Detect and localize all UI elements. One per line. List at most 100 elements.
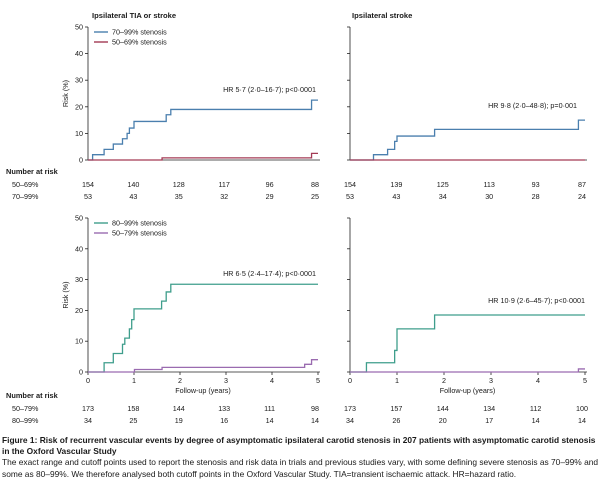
panel-4-x-label: Follow-up (years) bbox=[440, 386, 496, 395]
panel-2-risk-value: 34 bbox=[439, 192, 447, 201]
panel-3-risk-value: 158 bbox=[127, 404, 139, 413]
panel-1-legend-label-2: 50–69% stenosis bbox=[112, 38, 167, 47]
panel-3-risk-value: 144 bbox=[173, 404, 185, 413]
panel-4-risk-value: 14 bbox=[578, 416, 586, 425]
panel-2-title: Ipsilateral stroke bbox=[352, 11, 412, 20]
caption-title: Figure 1: Risk of recurrent vascular eve… bbox=[2, 435, 596, 457]
panel-4-risk-value: 34 bbox=[346, 416, 354, 425]
panel-3-risk-value: 19 bbox=[175, 416, 183, 425]
panel-3-legend-label-2: 50–79% stenosis bbox=[112, 229, 167, 238]
panel-4-x-tick-label: 3 bbox=[489, 376, 493, 385]
panel-3-y-tick-label: 0 bbox=[79, 368, 83, 377]
panel-1-risk-value: 96 bbox=[266, 180, 274, 189]
panel-3-risk-value: 25 bbox=[129, 416, 137, 425]
panel-1-risk-value: 35 bbox=[175, 192, 183, 201]
panel-4-risk-value: 157 bbox=[390, 404, 402, 413]
panel-1-risk-value: 88 bbox=[311, 180, 319, 189]
panel-1-title: Ipsilateral TIA or stroke bbox=[92, 11, 176, 20]
panel-2-risk-value: 43 bbox=[392, 192, 400, 201]
panel-3-y-tick-label: 40 bbox=[75, 244, 83, 253]
panel-4-x-tick-label: 4 bbox=[536, 376, 540, 385]
panel-3-risk-value: 98 bbox=[311, 404, 319, 413]
figure-caption: Figure 1: Risk of recurrent vascular eve… bbox=[2, 435, 600, 480]
panel-2-risk-value: 125 bbox=[437, 180, 449, 189]
panel-2-risk-value: 139 bbox=[390, 180, 402, 189]
panel-3-risk-value: 133 bbox=[218, 404, 230, 413]
panel-1-risk-value: 140 bbox=[127, 180, 139, 189]
panel-4-risk-value: 173 bbox=[344, 404, 356, 413]
panel-4-annotation: HR 10·9 (2·6–45·7); p<0·0001 bbox=[488, 296, 585, 305]
panel-1-risk-value: 43 bbox=[129, 192, 137, 201]
panel-2-risk-value: 87 bbox=[578, 180, 586, 189]
panel-3-x-tick-label: 2 bbox=[178, 376, 182, 385]
panel-3-x-tick-label: 4 bbox=[270, 376, 274, 385]
panel-3-y-tick-label: 10 bbox=[75, 337, 83, 346]
panel-1-risk-value: 53 bbox=[84, 192, 92, 201]
panel-1-risk-value: 154 bbox=[82, 180, 94, 189]
panel-1-y-tick-label: 20 bbox=[75, 102, 83, 111]
panel-3-y-tick-label: 50 bbox=[75, 214, 83, 223]
panel-3-series-1-line bbox=[88, 283, 318, 373]
panel-3-y-label: Risk (%) bbox=[61, 281, 70, 308]
panel-3-risk-value: 16 bbox=[220, 416, 228, 425]
panel-1-risk-value: 128 bbox=[173, 180, 185, 189]
panel-3-risk-value: 111 bbox=[264, 404, 275, 413]
panel-4-series-1-line bbox=[350, 314, 585, 373]
panel-4-risk-value: 26 bbox=[392, 416, 400, 425]
panel-2-risk-value: 93 bbox=[532, 180, 540, 189]
panel-3-annotation: HR 6·5 (2·4–17·4); p<0·0001 bbox=[223, 269, 316, 278]
panel-4-risk-value: 134 bbox=[483, 404, 495, 413]
panel-1-risk-heading: Number at risk bbox=[6, 167, 59, 176]
panel-1-y-tick-label: 30 bbox=[75, 76, 83, 85]
panel-4-risk-value: 100 bbox=[576, 404, 588, 413]
panel-3-risk-row-label: 50–79% bbox=[12, 404, 39, 413]
panel-1-risk-row-label: 70–99% bbox=[12, 192, 39, 201]
panel-1-y-tick-label: 0 bbox=[79, 156, 83, 165]
panel-4-risk-value: 144 bbox=[437, 404, 449, 413]
panel-1-y-label: Risk (%) bbox=[61, 80, 70, 107]
panel-3-x-tick-label: 5 bbox=[316, 376, 320, 385]
panel-2-risk-value: 30 bbox=[485, 192, 493, 201]
panel-2-series-1-line bbox=[350, 119, 585, 161]
panel-4-risk-value: 14 bbox=[532, 416, 540, 425]
panel-3-y-tick-label: 30 bbox=[75, 275, 83, 284]
panel-4-x-tick-label: 0 bbox=[348, 376, 352, 385]
panel-1-risk-row-label: 50–69% bbox=[12, 180, 39, 189]
panel-1-y-tick-label: 40 bbox=[75, 49, 83, 58]
panel-2-risk-value: 154 bbox=[344, 180, 356, 189]
panel-4-series-2-line bbox=[350, 368, 585, 373]
panel-3-x-tick-label: 0 bbox=[86, 376, 90, 385]
panel-1-risk-value: 29 bbox=[266, 192, 274, 201]
panel-1-annotation: HR 5·7 (2·0–16·7); p<0·0001 bbox=[223, 85, 316, 94]
panel-2-risk-value: 28 bbox=[532, 192, 540, 201]
panel-4-risk-value: 20 bbox=[439, 416, 447, 425]
panel-1-y-tick-label: 50 bbox=[75, 23, 83, 32]
panel-2-risk-value: 24 bbox=[578, 192, 586, 201]
panel-3-risk-value: 14 bbox=[266, 416, 274, 425]
panel-3-y-tick-label: 20 bbox=[75, 306, 83, 315]
panel-4-risk-value: 112 bbox=[530, 404, 541, 413]
panel-3-legend-label-1: 80–99% stenosis bbox=[112, 219, 167, 228]
panel-1-series-1-line bbox=[88, 99, 318, 161]
panel-3-x-tick-label: 1 bbox=[132, 376, 136, 385]
panel-1-risk-value: 117 bbox=[218, 180, 229, 189]
panel-3-risk-row-label: 80–99% bbox=[12, 416, 39, 425]
panel-1-series-2-line bbox=[88, 152, 318, 161]
panel-2-annotation: HR 9·8 (2·0–48·8); p=0·001 bbox=[488, 101, 577, 110]
panel-3-risk-value: 173 bbox=[82, 404, 94, 413]
panel-2-risk-value: 113 bbox=[483, 180, 494, 189]
panel-1-risk-value: 32 bbox=[220, 192, 228, 201]
panel-4-risk-value: 17 bbox=[485, 416, 493, 425]
panel-1-legend-label-1: 70–99% stenosis bbox=[112, 28, 167, 37]
panel-3-x-label: Follow-up (years) bbox=[175, 386, 231, 395]
panel-3-x-tick-label: 3 bbox=[224, 376, 228, 385]
caption-text: The exact range and cutoff points used t… bbox=[2, 457, 599, 479]
panel-4-x-tick-label: 1 bbox=[395, 376, 399, 385]
panel-3-risk-value: 34 bbox=[84, 416, 92, 425]
panel-4-x-tick-label: 5 bbox=[583, 376, 587, 385]
panel-3-risk-heading: Number at risk bbox=[6, 391, 59, 400]
panel-1-risk-value: 25 bbox=[311, 192, 319, 201]
panel-3-risk-value: 14 bbox=[311, 416, 319, 425]
panel-3-series-2-line bbox=[88, 359, 318, 373]
